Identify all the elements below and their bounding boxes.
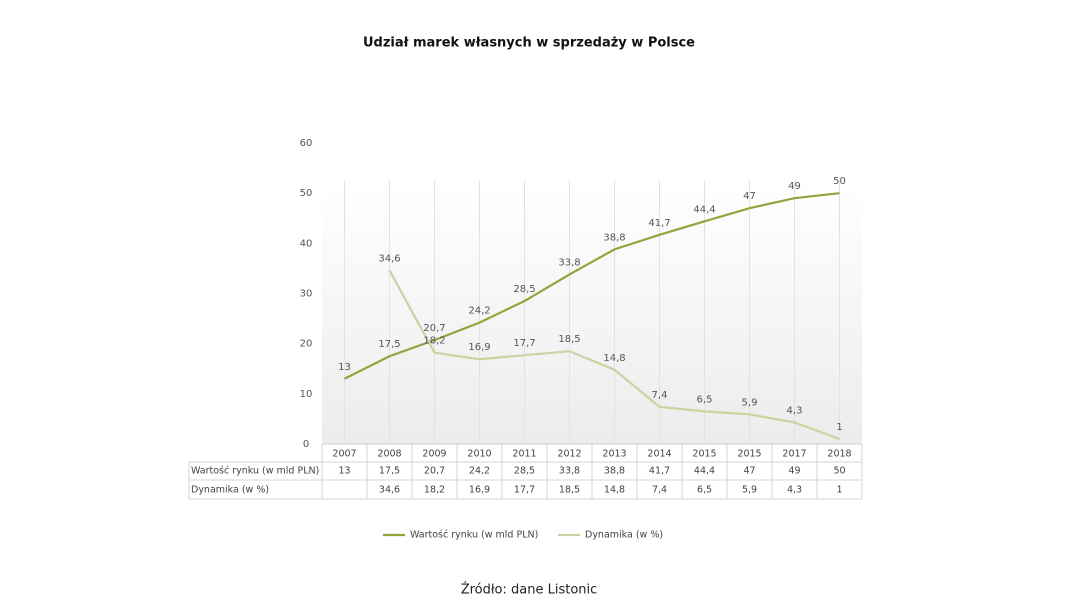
- table-cell: 14,8: [604, 485, 625, 496]
- y-tick-label: 50: [300, 188, 313, 199]
- table-cell: 16,9: [469, 485, 490, 496]
- data-label: 4,3: [787, 405, 803, 416]
- data-label: 34,6: [378, 253, 400, 264]
- table-cell: 33,8: [559, 466, 580, 477]
- table-cell: 20,7: [424, 466, 445, 477]
- table-cell: 34,6: [379, 485, 400, 496]
- data-label: 18,2: [423, 336, 445, 347]
- data-label: 18,5: [558, 334, 580, 345]
- chart-title: Udział marek własnych w sprzedaży w Pols…: [363, 36, 695, 51]
- data-label: 1: [836, 422, 842, 433]
- table-cell: 49: [788, 466, 800, 477]
- y-tick-label: 0: [303, 439, 309, 450]
- table-cell: 18,5: [559, 485, 580, 496]
- table-cell: 1: [836, 485, 842, 496]
- data-label: 17,5: [378, 339, 400, 350]
- y-tick-label: 10: [300, 389, 313, 400]
- data-label: 33,8: [558, 257, 580, 268]
- series-line: [344, 192, 840, 380]
- table-cell: 17,5: [379, 466, 400, 477]
- y-tick-label: 20: [300, 339, 313, 350]
- table-cell: 17,7: [514, 485, 535, 496]
- data-label: 38,8: [603, 232, 625, 243]
- data-label: 28,5: [513, 284, 535, 295]
- data-label: 14,8: [603, 353, 625, 364]
- data-label: 50: [833, 176, 846, 187]
- table-cell: 38,8: [604, 466, 625, 477]
- x-tick-label: 2008: [377, 449, 401, 460]
- data-label: 49: [788, 181, 801, 192]
- x-tick-label: 2015: [737, 449, 761, 460]
- x-tick-label: 2010: [467, 449, 491, 460]
- table-row-header: Wartość rynku (w mld PLN): [191, 466, 319, 477]
- data-label: 44,4: [693, 204, 715, 215]
- data-label: 6,5: [697, 394, 713, 405]
- x-tick-label: 2015: [692, 449, 716, 460]
- x-tick-label: 2017: [782, 449, 806, 460]
- y-tick-label: 60: [300, 138, 313, 149]
- data-label: 47: [743, 191, 756, 202]
- x-tick-label: 2014: [647, 449, 671, 460]
- y-tick-label: 40: [300, 238, 313, 249]
- data-label: 5,9: [742, 397, 758, 408]
- table-cell: 4,3: [787, 485, 802, 496]
- x-tick-label: 2013: [602, 449, 626, 460]
- table-cell: 5,9: [742, 485, 757, 496]
- table-cell: 13: [338, 466, 350, 477]
- data-label: 13: [338, 362, 351, 373]
- data-label: 16,9: [468, 342, 490, 353]
- x-tick-label: 2007: [332, 449, 356, 460]
- table-cell: 7,4: [652, 485, 667, 496]
- y-tick-label: 30: [300, 289, 313, 300]
- series-line: [388, 269, 840, 441]
- table-cell: 50: [833, 466, 845, 477]
- table-cell: 47: [743, 466, 755, 477]
- x-tick-label: 2011: [512, 449, 536, 460]
- x-tick-label: 2012: [557, 449, 581, 460]
- table-row-header: Dynamika (w %): [191, 485, 269, 496]
- table-cell: 28,5: [514, 466, 535, 477]
- legend-label: Dynamika (w %): [585, 530, 663, 541]
- plot-background: [322, 180, 862, 444]
- data-label: 24,2: [468, 306, 490, 317]
- table-cell: 41,7: [649, 466, 670, 477]
- x-tick-label: 2018: [827, 449, 851, 460]
- table-cell: 6,5: [697, 485, 712, 496]
- legend-label: Wartość rynku (w mld PLN): [410, 530, 538, 541]
- data-label: 41,7: [648, 218, 670, 229]
- table-cell: 18,2: [424, 485, 445, 496]
- data-label: 20,7: [423, 323, 445, 334]
- source: Źródło: dane Listonic: [461, 582, 598, 598]
- table-cell: 24,2: [469, 466, 490, 477]
- table-cell: 44,4: [694, 466, 715, 477]
- data-label: 7,4: [652, 390, 668, 401]
- data-label: 17,7: [513, 338, 535, 349]
- x-tick-label: 2009: [422, 449, 446, 460]
